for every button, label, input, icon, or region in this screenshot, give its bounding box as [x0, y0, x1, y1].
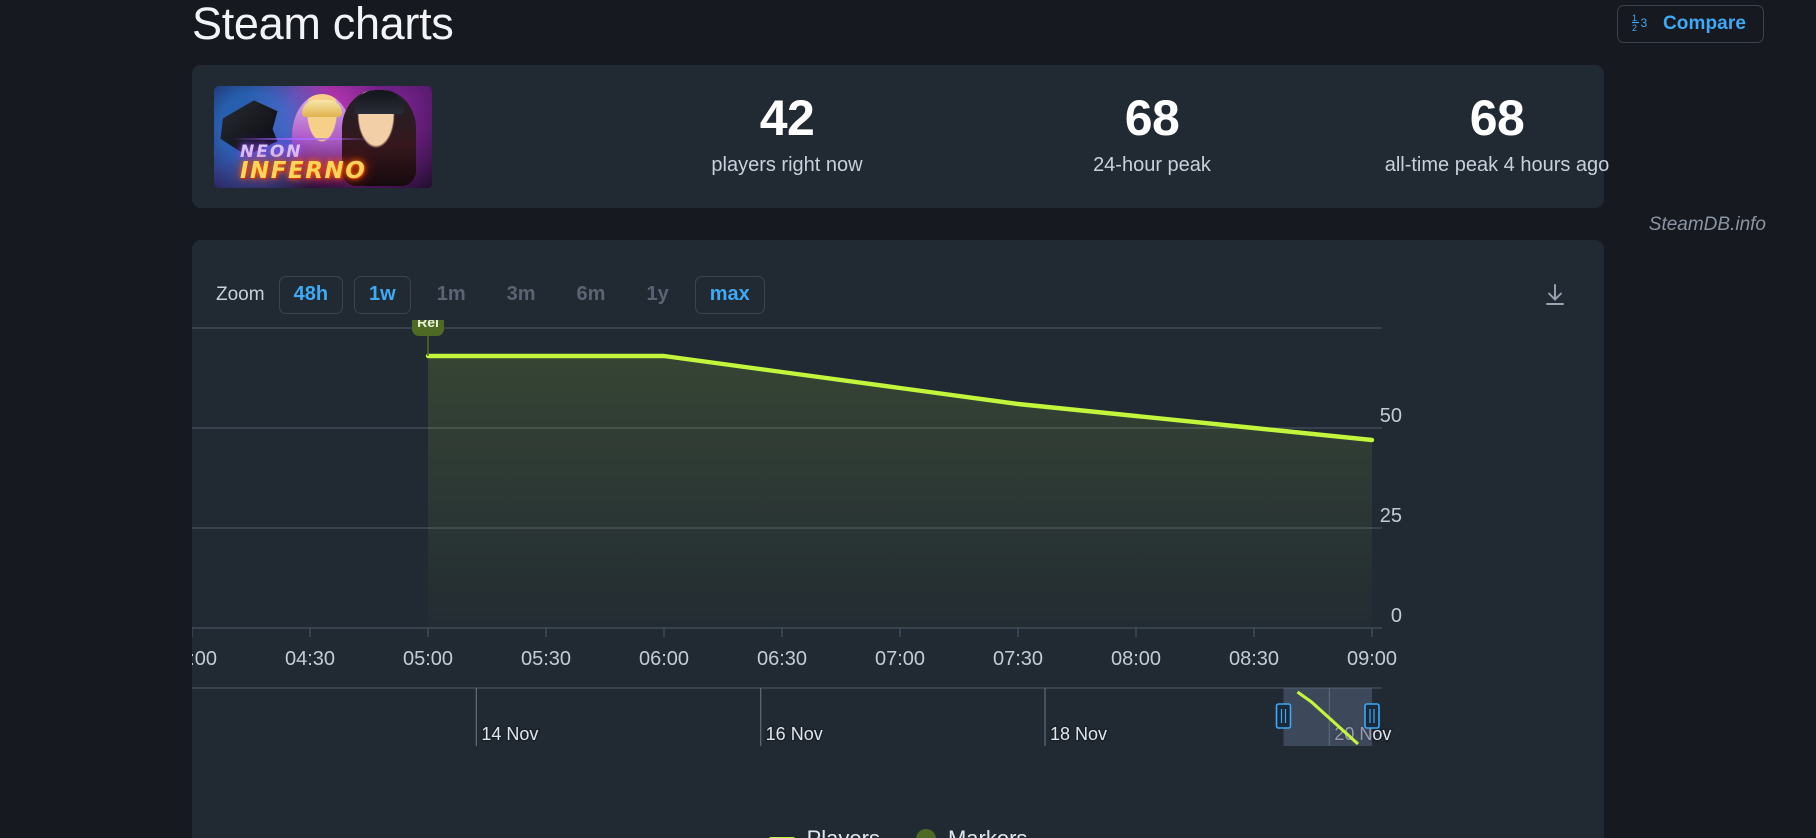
zoom-button-6m[interactable]: 6m: [562, 276, 621, 314]
navigator-handle-left: [1275, 703, 1292, 729]
legend-label: Players: [807, 826, 880, 838]
zoom-button-48h[interactable]: 48h: [278, 276, 344, 314]
x-axis-tick-label: 05:30: [521, 648, 571, 670]
legend-item-markers[interactable]: Markers: [915, 826, 1027, 838]
legend-item-players[interactable]: Players: [768, 826, 880, 838]
legend-label: Markers: [948, 826, 1027, 838]
stat-value: 68: [1124, 90, 1180, 146]
svg-text:Rel: Rel: [417, 320, 439, 330]
download-icon[interactable]: [1534, 274, 1576, 316]
capsule-title-line-1: NEON: [240, 142, 303, 162]
zoom-button-1y[interactable]: 1y: [631, 276, 683, 314]
navigator-date-label: 16 Nov: [766, 724, 823, 744]
compare-button[interactable]: 1 2 3 Compare: [1616, 5, 1764, 43]
series-line-players: [425, 353, 1375, 443]
x-axis-tick-label: 05:00: [403, 648, 453, 670]
zoom-range-controls: Zoom 48h 1w 1m 3m 6m 1y max: [216, 276, 765, 314]
x-axis-tick-label: 06:00: [639, 648, 689, 670]
stat-players-right-now: 42 players right now: [612, 91, 962, 177]
svg-text:2: 2: [1632, 23, 1637, 32]
x-axis-tick-label: 09:00: [1347, 648, 1397, 670]
y-axis-tick-label: 0: [1391, 605, 1402, 627]
zoom-button-3m[interactable]: 3m: [492, 276, 551, 314]
zoom-button-1w[interactable]: 1w: [354, 276, 411, 314]
svg-text:3: 3: [1640, 16, 1647, 30]
x-axis-tick-label: 04:00: [192, 648, 217, 670]
players-chart-plot[interactable]: 0 25 50 Rel 04:00 04:30 05:00 05:30 06:00 06:30 07…: [192, 320, 1604, 838]
stat-caption: players right now: [711, 154, 863, 176]
stat-caption: all-time peak 4 hours ago: [1384, 154, 1610, 176]
x-axis-tick-label: 06:30: [757, 648, 807, 670]
y-axis-tick-label: 50: [1380, 405, 1402, 427]
stat-value: 42: [759, 90, 815, 146]
players-chart-card: Zoom 48h 1w 1m 3m 6m 1y max 0 25 50 Rel 04:0…: [192, 240, 1604, 838]
page-title: Steam charts: [192, 0, 454, 49]
game-summary-card: NEON INFERNO 42 players right now 68 24-…: [192, 65, 1609, 208]
navigator-mini-series: [1296, 690, 1360, 746]
navigator-date-label: 18 Nov: [1050, 724, 1107, 744]
x-axis-tick-label: 08:00: [1111, 648, 1161, 670]
x-axis-tick-label: 08:30: [1229, 648, 1279, 670]
stat-value: 68: [1469, 90, 1525, 146]
zoom-button-max[interactable]: max: [694, 276, 765, 314]
numbered-list-icon: 1 2 3: [1631, 12, 1654, 37]
capsule-title-line-2: INFERNO: [240, 158, 367, 184]
stat-24-hour-peak: 68 24-hour peak: [1012, 91, 1292, 177]
navigator-handle-right: [1364, 703, 1380, 729]
compare-button-label: Compare: [1662, 13, 1746, 34]
chart-marker-release: Rel: [412, 320, 444, 356]
x-axis-tick-label: 04:30: [285, 648, 335, 670]
game-capsule-image[interactable]: NEON INFERNO: [214, 86, 432, 188]
legend-dot-swatch: [915, 829, 936, 838]
stat-all-time-peak: 68 all-time peak 4 hours ago: [1302, 91, 1692, 177]
capsule-artwork: [214, 86, 432, 188]
x-axis-tick-label: 07:30: [993, 648, 1043, 670]
x-axis-tick-label: 07:00: [875, 648, 925, 670]
svg-text:1: 1: [1632, 13, 1637, 23]
zoom-button-1m[interactable]: 1m: [422, 276, 481, 314]
chart-legend: Players Markers: [192, 826, 1604, 838]
series-area-fill: [428, 356, 1372, 628]
y-axis-tick-label: 25: [1380, 505, 1402, 527]
navigator-date-label: 14 Nov: [481, 724, 538, 744]
steamdb-credit: SteamDB.info: [1648, 214, 1766, 235]
stat-caption: 24-hour peak: [1093, 154, 1211, 176]
zoom-label: Zoom: [216, 284, 265, 305]
